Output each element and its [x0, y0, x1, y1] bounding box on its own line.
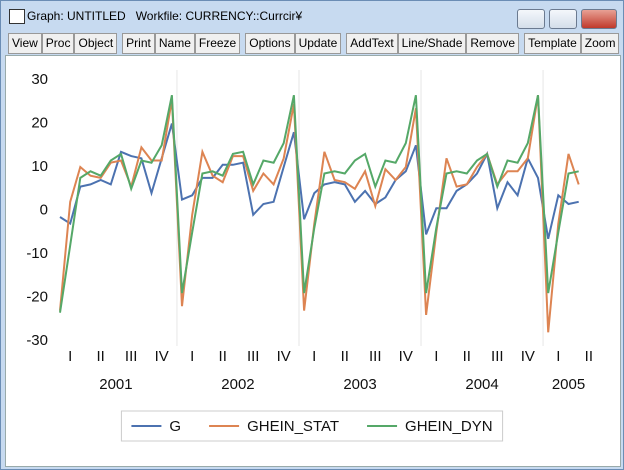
year-label: 2004 [465, 376, 498, 393]
toolbar-button[interactable]: Template [524, 33, 581, 54]
x-tick-label: III [369, 348, 382, 365]
x-tick-label: II [97, 348, 105, 365]
y-tick-label: 30 [31, 71, 48, 88]
x-tick-label: III [125, 348, 138, 365]
y-tick-label: -30 [26, 332, 48, 349]
toolbar-button[interactable]: Zoom [580, 33, 620, 54]
x-tick-label: II [463, 348, 471, 365]
year-label: 2002 [221, 376, 254, 393]
x-tick-label: I [434, 348, 438, 365]
toolbar: View Proc Object Print Name Freeze Options Upda… [8, 33, 620, 54]
y-tick-label: 0 [40, 201, 48, 218]
toolbar-button[interactable]: Freeze [194, 33, 241, 54]
x-tick-label: III [247, 348, 260, 365]
button-group: View Proc Object [8, 33, 118, 54]
y-tick-label: 20 [31, 114, 48, 131]
x-tick-label: II [341, 348, 349, 365]
toolbar-button[interactable]: Proc [41, 33, 75, 54]
button-group: AddText Line/Shade Remove [346, 33, 520, 54]
button-group: Template Zoom [524, 33, 620, 54]
toolbar-button[interactable]: Options [245, 33, 295, 54]
maximize-button[interactable] [549, 9, 577, 29]
toolbar-button[interactable]: Object [74, 33, 118, 54]
x-tick-label: IV [277, 348, 291, 365]
series-line [59, 94, 579, 313]
legend-label: GHEIN_STAT [247, 418, 339, 435]
y-tick-label: -20 [26, 288, 48, 305]
close-button[interactable] [581, 9, 617, 29]
x-tick-label: I [68, 348, 72, 365]
button-group: Print Name Freeze [122, 33, 241, 54]
window-title: Graph: UNTITLED Workfile: CURRENCY::Curr… [27, 9, 303, 23]
button-group: Options Update [245, 33, 342, 54]
toolbar-button[interactable]: Print [122, 33, 155, 54]
y-tick-label: 10 [31, 158, 48, 175]
y-tick-label: -10 [26, 245, 48, 262]
legend-label: G [169, 418, 181, 435]
toolbar-button[interactable]: AddText [346, 33, 398, 54]
x-tick-label: IV [521, 348, 535, 365]
toolbar-button[interactable]: Name [154, 33, 195, 54]
year-label: 2001 [99, 376, 132, 393]
legend-label: GHEIN_DYN [405, 418, 493, 435]
toolbar-button[interactable]: Line/Shade [397, 33, 467, 54]
minimize-button[interactable] [517, 9, 545, 29]
x-tick-label: I [190, 348, 194, 365]
year-label: 2003 [343, 376, 376, 393]
toolbar-button[interactable]: Remove [466, 33, 520, 54]
x-tick-label: III [491, 348, 504, 365]
legend-box [120, 410, 504, 442]
graph-area [5, 55, 621, 467]
x-tick-label: I [312, 348, 316, 365]
x-tick-label: II [585, 348, 593, 365]
toolbar-button[interactable]: View [8, 33, 42, 54]
toolbar-button[interactable]: Update [294, 33, 342, 54]
x-tick-label: IV [155, 348, 169, 365]
window-icon [9, 9, 25, 24]
series-line [59, 95, 580, 333]
x-tick-label: I [556, 348, 560, 365]
x-tick-label: IV [399, 348, 413, 365]
x-tick-label: II [219, 348, 227, 365]
year-label: 2005 [552, 376, 585, 393]
